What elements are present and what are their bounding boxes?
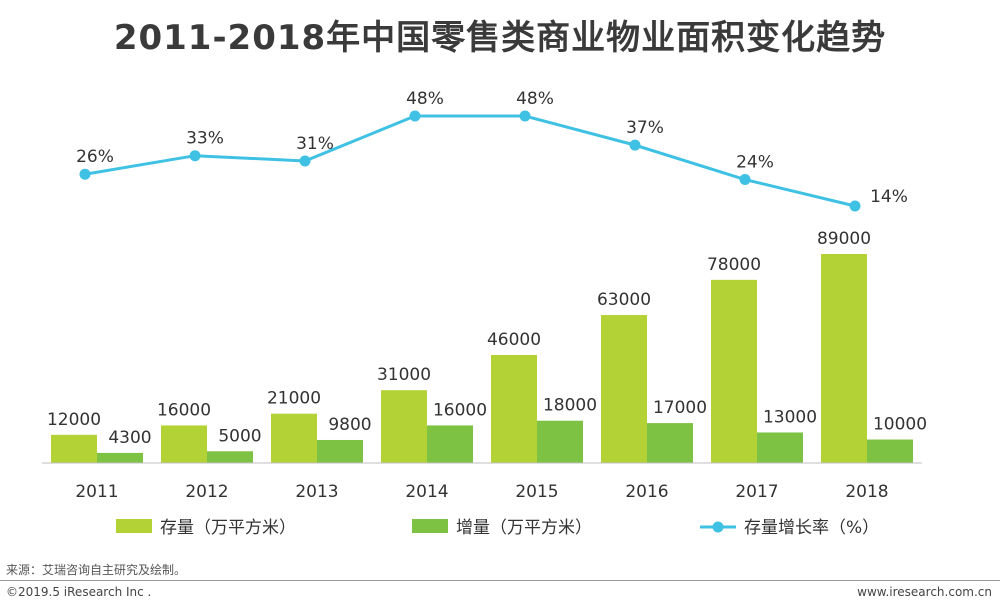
website-text: www.iresearch.com.cn [857, 585, 992, 599]
x-tick-2015: 2015 [515, 482, 558, 502]
growth-label-2011: 26% [76, 147, 114, 167]
bar-stock-2013 [271, 413, 317, 463]
label-increase-2017: 13000 [763, 407, 817, 427]
bar-increase-2018 [867, 439, 913, 463]
growth-label-2014: 48% [406, 89, 444, 109]
legend-growth-marker [712, 521, 724, 533]
bar-stock-2014 [381, 390, 427, 463]
chart-title: 2011-2018年中国零售类商业物业面积变化趋势 [113, 18, 887, 58]
bar-increase-2016 [647, 423, 693, 463]
bar-increase-2017 [757, 432, 803, 463]
source-note: 来源：艾瑞咨询自主研究及绘制。 [6, 563, 187, 577]
bar-increase-2011 [97, 452, 143, 463]
growth-point-2017 [739, 174, 751, 186]
growth-point-2018 [849, 200, 861, 212]
x-tick-2013: 2013 [295, 482, 338, 502]
growth-point-2013 [299, 155, 311, 167]
legend-stock-swatch [116, 519, 152, 533]
legend-stock-label: 存量（万平方米） [160, 518, 296, 538]
x-tick-2017: 2017 [735, 482, 778, 502]
x-tick-2018: 2018 [845, 482, 888, 502]
label-stock-2011: 12000 [47, 410, 101, 430]
x-tick-2016: 2016 [625, 482, 668, 502]
label-stock-2012: 16000 [157, 400, 211, 420]
growth-label-2018: 14% [870, 187, 908, 207]
label-stock-2015: 46000 [487, 330, 541, 350]
bar-increase-2013 [317, 439, 363, 463]
label-stock-2014: 31000 [377, 365, 431, 385]
growth-label-2012: 33% [186, 129, 224, 149]
legend-increase-swatch [412, 519, 448, 533]
label-stock-2016: 63000 [597, 290, 651, 310]
chart-canvas: 12000 4300 2011 16000 5000 2012 21000 9800 2013 3… [42, 89, 927, 538]
growth-label-2013: 31% [296, 134, 334, 154]
label-increase-2012: 5000 [218, 426, 261, 446]
bar-stock-2016 [601, 315, 647, 463]
growth-point-2011 [79, 168, 91, 180]
label-increase-2014: 16000 [433, 400, 487, 420]
bar-increase-2015 [537, 420, 583, 463]
x-tick-2012: 2012 [185, 482, 228, 502]
growth-label-2016: 37% [626, 118, 664, 138]
growth-label-2017: 24% [736, 153, 774, 173]
label-increase-2011: 4300 [108, 428, 151, 448]
label-stock-2017: 78000 [707, 255, 761, 275]
bar-stock-2018 [821, 254, 867, 463]
label-stock-2013: 21000 [267, 389, 321, 409]
legend-increase-label: 增量（万平方米） [456, 518, 592, 538]
label-increase-2013: 9800 [328, 415, 371, 435]
growth-point-2015 [519, 110, 531, 122]
growth-label-2015: 48% [516, 89, 554, 109]
bar-stock-2017 [711, 279, 757, 463]
x-tick-2011: 2011 [75, 482, 118, 502]
copyright-text: ©2019.5 iResearch Inc . [6, 585, 152, 599]
footer-divider [0, 580, 1000, 581]
bar-stock-2012 [161, 425, 207, 463]
growth-point-2014 [409, 110, 421, 122]
label-increase-2018: 10000 [873, 415, 927, 435]
x-tick-2014: 2014 [405, 482, 448, 502]
bar-increase-2014 [427, 425, 473, 463]
bar-stock-2015 [491, 354, 537, 463]
label-stock-2018: 89000 [817, 229, 871, 249]
growth-point-2016 [629, 139, 641, 151]
legend-growth-label: 存量增长率（%） [744, 518, 879, 538]
label-increase-2016: 17000 [653, 398, 707, 418]
growth-point-2012 [189, 150, 201, 162]
label-increase-2015: 18000 [543, 396, 597, 416]
bar-increase-2012 [207, 451, 253, 463]
growth-line [84, 114, 856, 208]
bar-stock-2011 [51, 434, 97, 463]
